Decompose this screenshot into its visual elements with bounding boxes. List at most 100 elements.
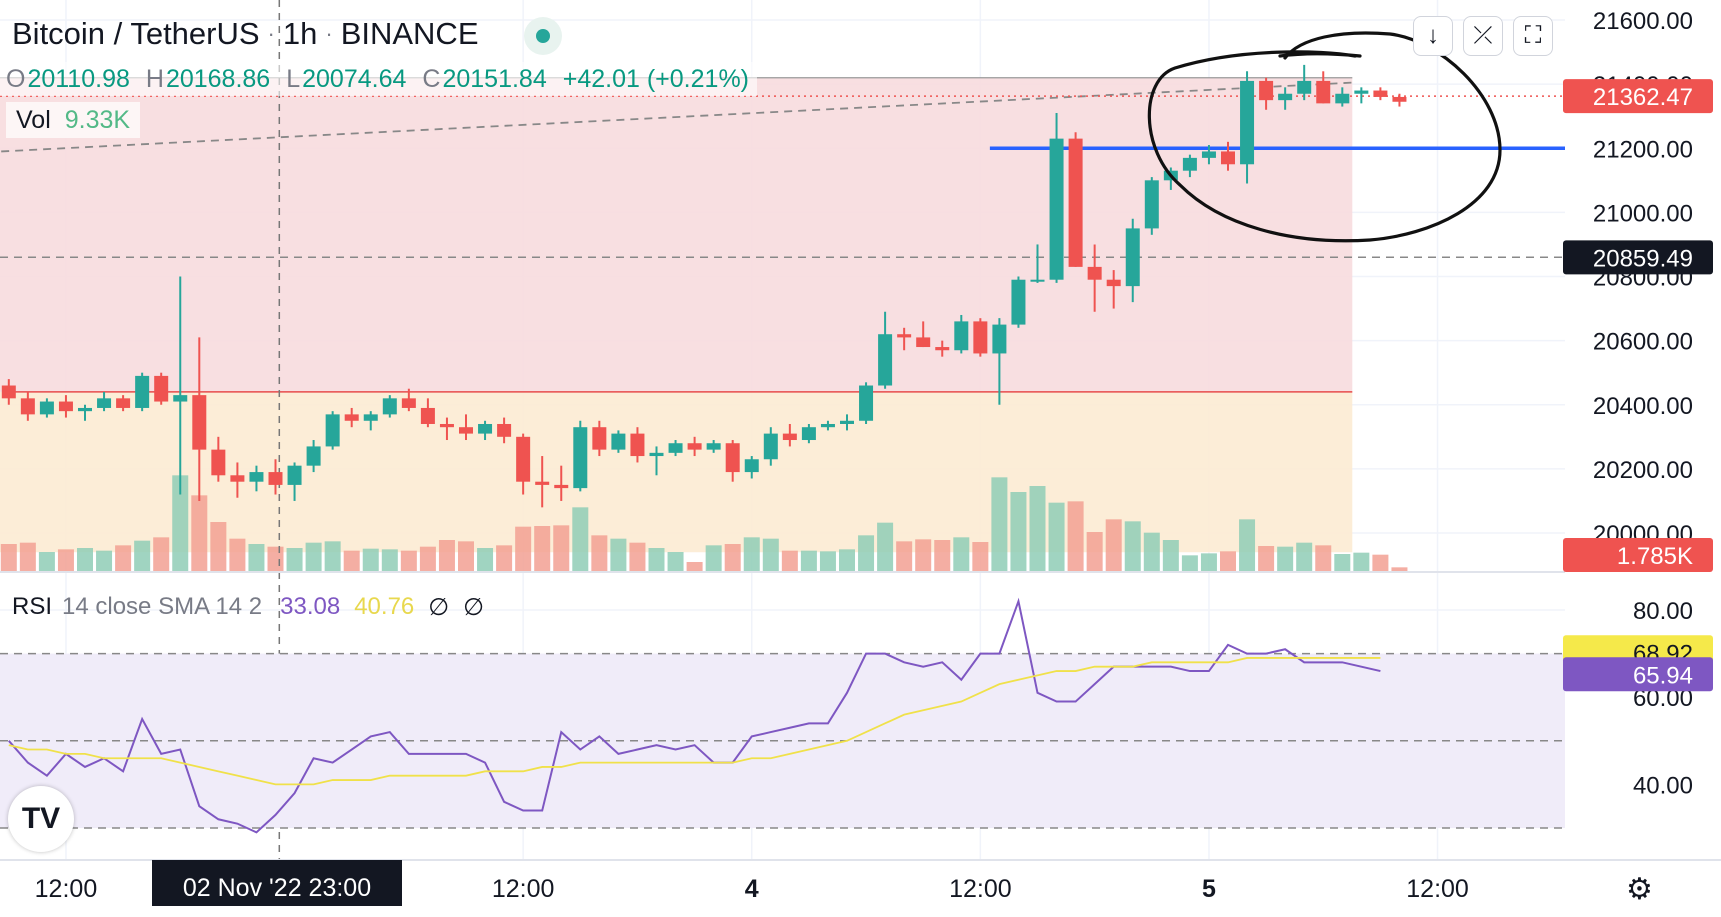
rsi-legend[interactable]: RSI 14 close SMA 14 2 33.08 40.76 ∅ ∅ (12, 590, 484, 624)
volume-bar (496, 545, 513, 572)
candle-body (1, 385, 16, 399)
gear-icon[interactable]: ⚙ (1626, 873, 1653, 906)
rsi-ma-line (8, 657, 1381, 786)
volume-legend[interactable]: Vol 9.33K (6, 102, 141, 138)
candle-body (763, 433, 778, 460)
volume-bar (19, 542, 36, 572)
candle-body (1182, 157, 1197, 171)
close-value: 20151.84 (442, 64, 547, 93)
volume-bar (210, 522, 227, 572)
candle-body (192, 395, 207, 450)
volume-bar (896, 541, 913, 572)
exchange-label[interactable]: BINANCE (340, 16, 479, 51)
volume-bar (0, 544, 17, 572)
collapse-icon[interactable]: ⤫ (1463, 16, 1503, 56)
volume-bar (153, 537, 170, 572)
fullscreen-icon[interactable]: ⛶ (1513, 16, 1553, 56)
candle-body (1373, 90, 1388, 97)
tradingview-logo[interactable]: TV (8, 786, 74, 852)
candle-body (1049, 138, 1064, 280)
candle-body (1240, 80, 1255, 165)
download-icon[interactable]: ↓ (1413, 16, 1453, 56)
volume-bar (134, 540, 151, 572)
volume-bar (762, 538, 779, 572)
last-price-label: 21362.47 (1593, 84, 1693, 111)
volume-bar (1181, 555, 1198, 572)
volume-bar (229, 538, 246, 572)
crosshair-price-label-bg (1563, 240, 1713, 275)
volume-bar (1162, 540, 1179, 572)
volume-bar (686, 562, 703, 572)
volume-bar (915, 539, 932, 572)
volume-bar (343, 550, 360, 572)
crosshair-date-label: 02 Nov '22 23:00 (183, 874, 371, 902)
candle-body (878, 334, 893, 386)
market-open-icon (524, 17, 562, 55)
candle-body (573, 427, 588, 489)
candle-body (97, 398, 112, 408)
price-tick-label: 21000.00 (1593, 200, 1693, 227)
candle-body (992, 324, 1007, 354)
open-value: 20110.98 (27, 64, 130, 93)
hand-drawn-circle (1147, 31, 1502, 243)
volume-bar (553, 525, 570, 572)
volume-bar (781, 550, 798, 572)
interval-label[interactable]: 1h (282, 16, 318, 51)
time-tick-label: 12:00 (1406, 875, 1469, 903)
volume-bar (1067, 501, 1084, 572)
volume-bar (400, 550, 417, 572)
volume-bar (362, 548, 379, 572)
volume-bar (743, 537, 760, 572)
volume-price-label-bg (1563, 538, 1713, 572)
candle-body (211, 449, 226, 476)
volume-bar (381, 549, 398, 572)
time-tick-label: 5 (1202, 875, 1216, 903)
volume-bar (248, 544, 265, 572)
symbol-name[interactable]: Bitcoin / TetherUS (12, 16, 260, 51)
rsi-value: 33.08 (280, 593, 341, 620)
volume-bar (1048, 502, 1065, 572)
volume-bar (172, 475, 189, 572)
symbol-header[interactable]: Bitcoin / TetherUS · 1h · BINANCE (12, 14, 479, 54)
candle-body (516, 436, 531, 482)
hand-drawn-circle-stroke (1147, 31, 1502, 243)
candle-body (916, 337, 931, 348)
candle-body (344, 414, 359, 421)
volume-bar (1086, 532, 1103, 572)
close-key: C (422, 64, 441, 93)
rsi-tick-label: 40.00 (1633, 772, 1693, 799)
na-value-1: ∅ (428, 593, 450, 621)
candle-body (1392, 96, 1407, 102)
open-key: O (6, 64, 26, 93)
volume-bar (800, 550, 817, 572)
time-tick-label: 12:00 (949, 875, 1012, 903)
volume-bar (1029, 486, 1046, 572)
volume-bar (477, 548, 494, 572)
volume-bar (438, 540, 455, 572)
price-tick-label: 21200.00 (1593, 136, 1693, 163)
ohlc-legend: O 20110.98 H 20168.86 L 20074.64 C 20151.84 … (0, 62, 757, 96)
volume-bar (515, 526, 532, 572)
volume-label: Vol (16, 105, 51, 134)
candle-body (478, 423, 493, 434)
trend-line (1, 81, 1354, 153)
volume-bar (1220, 551, 1236, 572)
volume-bar (267, 546, 284, 572)
high-key: H (145, 64, 164, 93)
volume-bar (324, 541, 341, 572)
candle-body (649, 452, 664, 457)
candle-body (230, 475, 245, 482)
candle-body (1011, 279, 1026, 325)
candle-body (973, 321, 988, 354)
candle-body (668, 443, 683, 453)
candle-body (859, 385, 874, 421)
time-tick-label: 4 (745, 875, 759, 903)
volume-bar (648, 548, 665, 572)
volume-bar (934, 540, 951, 572)
candle-body (1106, 279, 1121, 287)
rsi-line (8, 597, 1381, 834)
candle-body (497, 423, 512, 437)
price-tick-label: 20400.00 (1593, 393, 1693, 420)
candle-body (420, 407, 435, 424)
